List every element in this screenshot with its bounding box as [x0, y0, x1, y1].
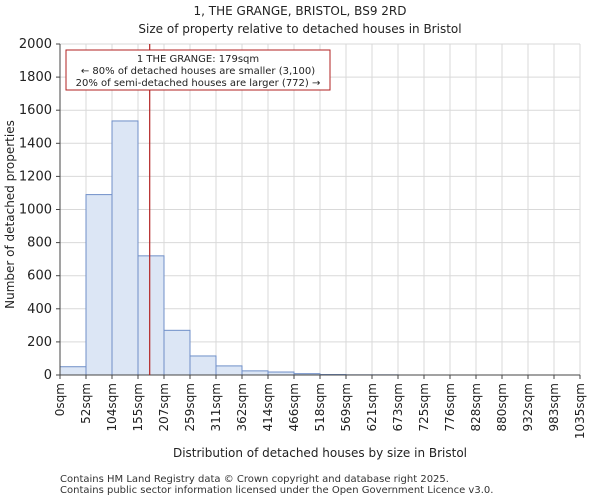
x-tick-label: 52sqm — [79, 383, 93, 424]
x-tick-label: 466sqm — [287, 383, 301, 431]
y-tick-label: 1000 — [19, 203, 52, 218]
y-tick-label: 200 — [27, 335, 52, 350]
x-tick-label: 673sqm — [391, 383, 405, 431]
x-tick-label: 1035sqm — [573, 383, 587, 439]
histogram-chart: 0 200 400 600 800 1000 1200 1400 1600 1800 2000 0sq… — [3, 37, 587, 460]
x-tick-label: 311sqm — [209, 383, 223, 431]
y-tick-label: 1200 — [19, 169, 52, 184]
chart-subtitle: Size of property relative to detached ho… — [138, 22, 462, 36]
y-tick-label: 0 — [44, 368, 52, 383]
y-tick-label: 2000 — [19, 37, 52, 52]
x-tick-label: 362sqm — [235, 383, 249, 431]
x-tick-label: 983sqm — [547, 383, 561, 431]
footer-line-2: Contains public sector information licen… — [60, 485, 494, 496]
bar — [85, 194, 113, 376]
x-tick-label: 932sqm — [521, 383, 535, 431]
x-tick-label: 259sqm — [183, 383, 197, 431]
y-axis-label: Number of detached properties — [3, 120, 17, 309]
y-tick-label: 800 — [27, 236, 52, 251]
x-tick-label: 569sqm — [339, 383, 353, 431]
y-tick-label: 400 — [27, 302, 52, 317]
x-tick-label: 776sqm — [443, 383, 457, 431]
x-tick-label: 621sqm — [365, 383, 379, 431]
y-tick-label: 1800 — [19, 70, 52, 85]
annotation-line-2: ← 80% of detached houses are smaller (3,… — [81, 66, 315, 77]
x-tick-label: 725sqm — [417, 383, 431, 431]
annotation-line-1: 1 THE GRANGE: 179sqm — [137, 54, 259, 65]
bar — [59, 366, 87, 376]
chart-title: 1, THE GRANGE, BRISTOL, BS9 2RD — [193, 4, 407, 18]
annotation-line-3: 20% of semi-detached houses are larger (… — [76, 78, 321, 89]
bar — [215, 365, 243, 376]
x-tick-label: 104sqm — [105, 383, 119, 431]
x-tick-label: 518sqm — [313, 383, 327, 431]
x-tick-label: 828sqm — [469, 383, 483, 431]
y-tick-label: 1400 — [19, 136, 52, 151]
bar — [163, 329, 191, 376]
annotation-box — [65, 49, 331, 91]
y-tick-label: 600 — [27, 269, 52, 284]
bar — [137, 255, 165, 376]
x-tick-label: 155sqm — [131, 383, 145, 431]
bar — [241, 370, 269, 376]
x-tick-label: 880sqm — [495, 383, 509, 431]
x-tick-label: 414sqm — [261, 383, 275, 431]
footer-line-1: Contains HM Land Registry data © Crown c… — [60, 474, 449, 485]
x-axis-label: Distribution of detached houses by size … — [173, 446, 467, 460]
x-tick-label: 207sqm — [157, 383, 171, 431]
x-tick-label: 0sqm — [53, 383, 67, 416]
bar — [189, 355, 217, 376]
y-tick-label: 1600 — [19, 103, 52, 118]
bar — [111, 120, 139, 376]
